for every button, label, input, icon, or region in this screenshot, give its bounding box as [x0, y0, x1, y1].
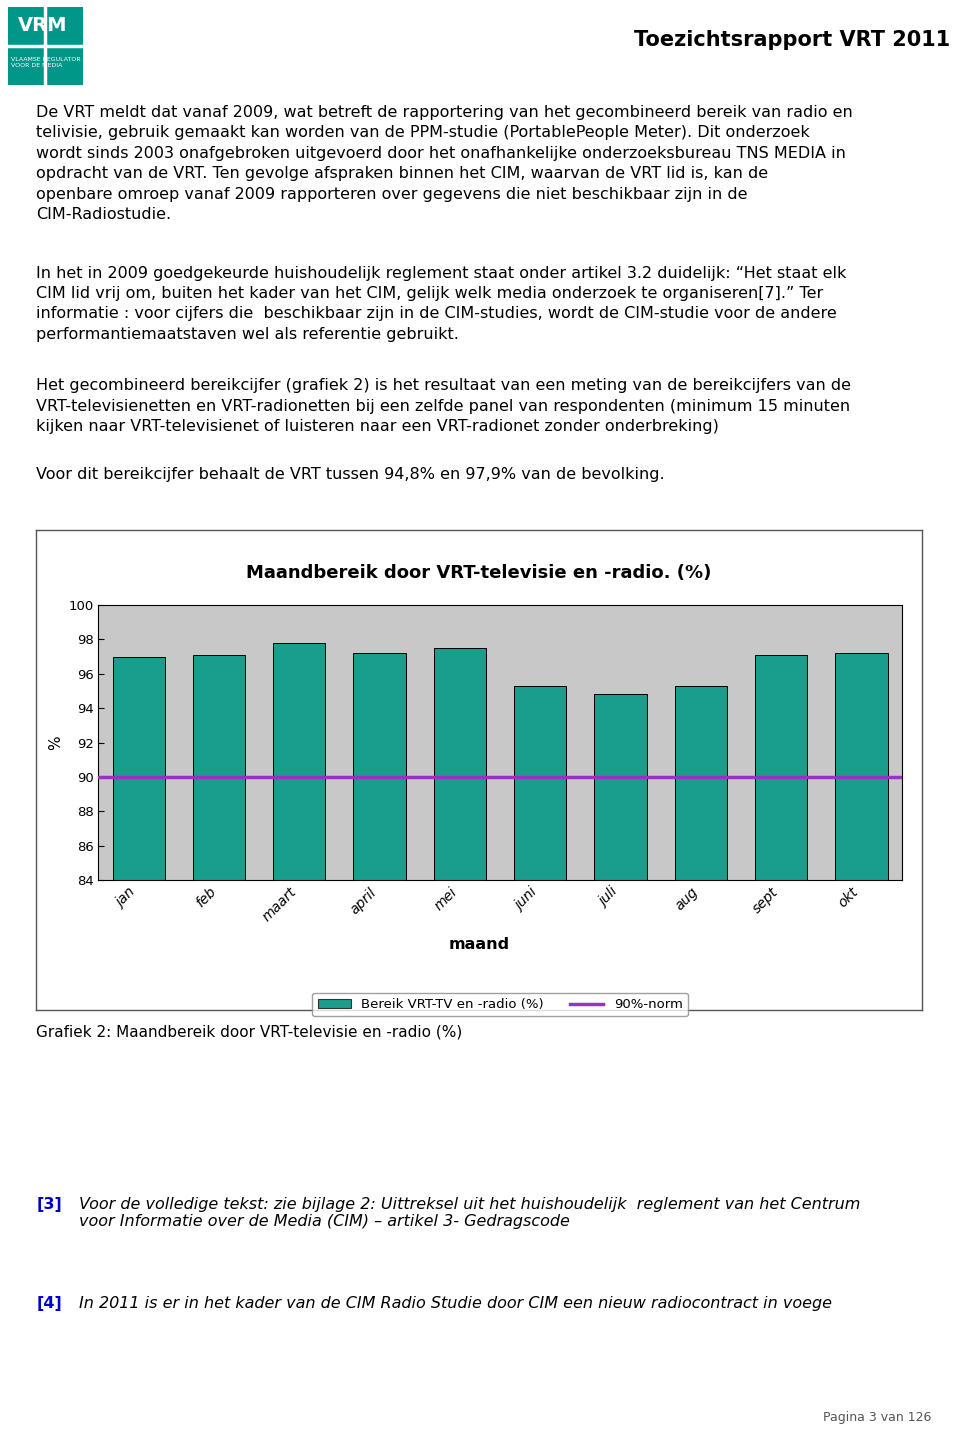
- Text: In het in 2009 goedgekeurde huishoudelijk reglement staat onder artikel 3.2 duid: In het in 2009 goedgekeurde huishoudelij…: [36, 266, 847, 342]
- Bar: [675, 685, 727, 1443]
- Text: VLAAMSE REGULATOR
VOOR DE MEDIA: VLAAMSE REGULATOR VOOR DE MEDIA: [11, 56, 81, 68]
- Text: Pagina 3 van 126: Pagina 3 van 126: [823, 1411, 931, 1424]
- Bar: [515, 685, 566, 1443]
- Bar: [755, 655, 807, 1443]
- Text: [4]: [4]: [36, 1296, 62, 1310]
- Bar: [8, 7, 83, 85]
- Text: Voor de volledige tekst: zie bijlage 2: Uittreksel uit het huishoudelijk  reglem: Voor de volledige tekst: zie bijlage 2: …: [79, 1196, 860, 1229]
- Bar: [594, 694, 647, 1443]
- Bar: [112, 657, 165, 1443]
- Text: maand: maand: [448, 938, 510, 952]
- Text: Maandbereik door VRT-televisie en -radio. (%): Maandbereik door VRT-televisie en -radio…: [247, 564, 711, 582]
- Bar: [434, 648, 486, 1443]
- Text: Grafiek 2: Maandbereik door VRT-televisie en -radio (%): Grafiek 2: Maandbereik door VRT-televisi…: [36, 1025, 463, 1039]
- Bar: [274, 642, 325, 1443]
- Y-axis label: %: %: [48, 734, 62, 750]
- Bar: [835, 654, 888, 1443]
- Text: In 2011 is er in het kader van de CIM Radio Studie door CIM een nieuw radiocontr: In 2011 is er in het kader van de CIM Ra…: [79, 1296, 832, 1310]
- Bar: [353, 654, 406, 1443]
- Text: De VRT meldt dat vanaf 2009, wat betreft de rapportering van het gecombineerd be: De VRT meldt dat vanaf 2009, wat betreft…: [36, 105, 853, 222]
- Text: Toezichtsrapport VRT 2011: Toezichtsrapport VRT 2011: [634, 30, 950, 51]
- Bar: [193, 655, 245, 1443]
- Text: Het gecombineerd bereikcijfer (grafiek 2) is het resultaat van een meting van de: Het gecombineerd bereikcijfer (grafiek 2…: [36, 378, 852, 434]
- Legend: Bereik VRT-TV en -radio (%), 90%-norm: Bereik VRT-TV en -radio (%), 90%-norm: [312, 993, 687, 1016]
- Text: VRM: VRM: [18, 16, 67, 35]
- Text: Voor dit bereikcijfer behaalt de VRT tussen 94,8% en 97,9% van de bevolking.: Voor dit bereikcijfer behaalt de VRT tus…: [36, 468, 665, 482]
- Text: [3]: [3]: [36, 1196, 62, 1212]
